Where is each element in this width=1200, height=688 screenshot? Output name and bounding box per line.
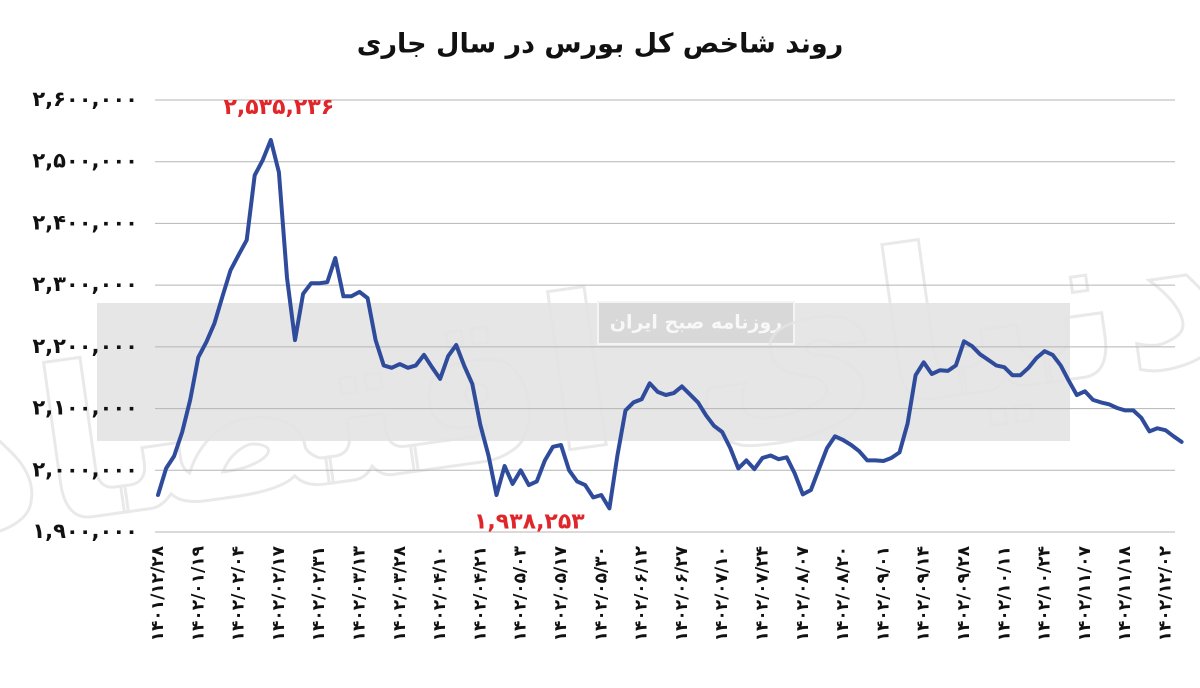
x-tick-label: ۱۴۰۲/۰۹/۲۸: [954, 545, 974, 641]
line: [156, 138, 1184, 511]
y-tick-label: ۲,۶۰۰,۰۰۰: [32, 87, 138, 111]
x-tick-label: ۱۴۰۲/۱۰/۲۴: [1035, 546, 1055, 641]
x-tick-label: ۱۴۰۲/۰۶/۱۲: [632, 545, 652, 641]
x-tick-label: ۱۴۰۱/۱۲/۲۸: [148, 545, 168, 641]
x-tick-label: ۱۴۰۲/۰۲/۳۱: [309, 546, 329, 641]
x-tick-label: ۱۴۰۲/۱۰/۱۱: [994, 546, 1014, 641]
x-tick-label: ۱۴۰۲/۰۹/۱۴: [914, 546, 934, 641]
x-tick-label: ۱۴۰۲/۰۵/۰۳: [511, 545, 531, 641]
y-tick-label: ۲,۵۰۰,۰۰۰: [32, 149, 138, 173]
x-tick-label: ۱۴۰۲/۰۱/۱۹: [188, 545, 208, 641]
x-tick-label: ۱۴۰۲/۰۷/۲۴: [753, 546, 773, 641]
x-tick-label: ۱۴۰۲/۱۱/۰۷: [1075, 545, 1095, 641]
x-tick-label: ۱۴۰۲/۱۱/۱۸: [1115, 545, 1135, 641]
y-tick-label: ۲,۲۰۰,۰۰۰: [32, 334, 138, 358]
x-tick-label: ۱۴۰۲/۰۸/۲۰: [833, 546, 853, 641]
x-tick-label: ۱۴۰۲/۰۶/۲۷: [672, 545, 692, 641]
chart-title: روند شاخص کل بورس در سال جاری: [357, 29, 844, 60]
x-tick-label: ۱۴۰۲/۰۲/۰۴: [229, 546, 249, 641]
x-tick-label: ۱۴۰۲/۰۲/۱۷: [269, 545, 289, 641]
y-tick-label: ۱,۹۰۰,۰۰۰: [32, 519, 138, 543]
x-tick-label: ۱۴۰۲/۰۳/۲۸: [390, 545, 410, 641]
x-tick-label: ۱۴۰۲/۰۴/۲۱: [470, 546, 490, 641]
annotation: ۱,۹۳۸,۲۵۳: [474, 509, 585, 534]
x-tick-label: ۱۴۰۲/۰۵/۳۰: [591, 546, 611, 641]
x-tick-label: ۱۴۰۲/۰۸/۰۷: [793, 545, 813, 641]
x-tick-label: ۱۴۰۲/۱۲/۰۲: [1156, 545, 1176, 641]
y-tick-label: ۲,۴۰۰,۰۰۰: [32, 210, 138, 234]
y-tick-label: ۲,۱۰۰,۰۰۰: [32, 396, 138, 420]
annotation: ۲,۵۳۵,۲۳۶: [223, 95, 334, 120]
y-tick-label: ۲,۰۰۰,۰۰۰: [32, 457, 138, 481]
x-tick-label: ۱۴۰۲/۰۵/۱۷: [551, 545, 571, 641]
x-tick-label: ۱۴۰۲/۰۷/۱۰: [712, 546, 732, 641]
watermark-text: روزنامه صبح ایران: [610, 312, 782, 334]
watermark-box: [597, 301, 795, 345]
x-tick-label: ۱۴۰۲/۰۴/۱۰: [430, 546, 450, 641]
x-tick-label: ۱۴۰۲/۰۹/۰۱: [873, 546, 893, 641]
x-tick-label: ۱۴۰۲/۰۳/۱۳: [350, 545, 370, 641]
y-tick-label: ۲,۳۰۰,۰۰۰: [32, 272, 138, 296]
